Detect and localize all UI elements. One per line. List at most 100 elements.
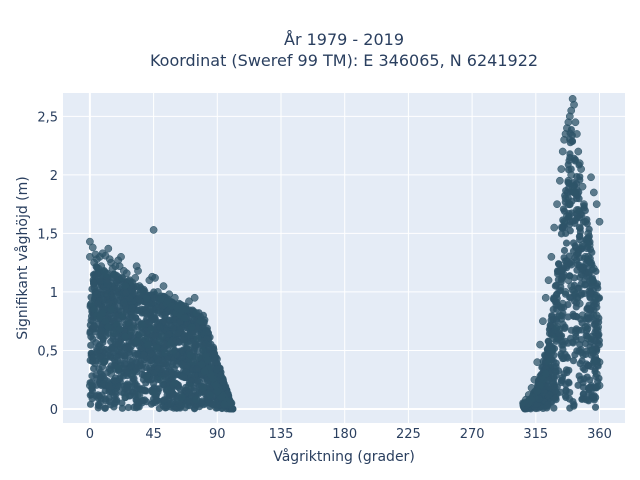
cloud-point xyxy=(585,384,593,392)
data-point xyxy=(584,229,593,238)
cloud-point xyxy=(113,341,122,349)
cloud-point xyxy=(161,311,169,320)
data-point xyxy=(149,226,158,234)
cloud-point xyxy=(108,347,116,355)
cloud-point xyxy=(569,357,578,365)
data-point xyxy=(190,293,199,302)
data-point xyxy=(574,206,583,214)
data-point xyxy=(213,387,222,396)
cloud-point xyxy=(159,318,167,326)
data-point xyxy=(575,223,584,232)
data-point xyxy=(220,400,229,409)
cloud-point xyxy=(202,328,210,337)
cloud-point xyxy=(103,278,111,286)
data-point xyxy=(594,323,602,331)
data-point xyxy=(203,355,212,364)
cloud-point xyxy=(93,290,101,298)
cloud-point xyxy=(559,354,567,363)
cloud-point xyxy=(199,323,207,331)
x-tick-label: 135 xyxy=(269,427,294,442)
cloud-point xyxy=(570,402,578,410)
cloud-point xyxy=(162,370,170,378)
cloud-point xyxy=(216,364,224,372)
cloud-point xyxy=(93,381,101,389)
cloud-point xyxy=(175,400,183,408)
data-point xyxy=(138,320,147,329)
cloud-point xyxy=(140,351,148,359)
data-point xyxy=(557,165,566,173)
cloud-point xyxy=(562,239,571,247)
data-point xyxy=(564,276,573,285)
data-point xyxy=(563,212,571,220)
data-point xyxy=(142,293,151,302)
data-point xyxy=(121,332,130,341)
data-point xyxy=(135,330,144,338)
cloud-point xyxy=(582,396,590,404)
cloud-point xyxy=(90,322,98,330)
cloud-point xyxy=(89,335,97,343)
data-point xyxy=(153,288,162,296)
y-tick-label: 1 xyxy=(50,286,58,301)
cloud-point xyxy=(557,230,566,238)
cloud-point xyxy=(539,404,547,413)
cloud-point xyxy=(134,295,142,303)
cloud-point xyxy=(96,353,104,361)
y-tick-label: 0,5 xyxy=(37,344,58,359)
cloud-point xyxy=(146,305,154,313)
tick-labels: 0 45 90 135 180 225 270 315 360 0 0,5 1 1,5 2 2,5 xyxy=(37,110,612,442)
cloud-point xyxy=(154,356,162,364)
data-point xyxy=(592,311,601,320)
cloud-point xyxy=(191,404,199,412)
data-point xyxy=(196,317,205,326)
cloud-point xyxy=(124,386,133,394)
cloud-point xyxy=(202,340,210,348)
cloud-point xyxy=(90,279,98,287)
data-points xyxy=(86,95,604,413)
data-point xyxy=(98,309,107,317)
data-point xyxy=(580,200,588,209)
y-axis-title: Signifikant våghöjd (m) xyxy=(14,176,31,339)
cloud-point xyxy=(549,305,557,314)
cloud-point xyxy=(118,399,126,407)
cloud-point xyxy=(128,304,136,312)
cloud-point xyxy=(180,373,188,382)
data-point xyxy=(574,147,583,156)
data-point xyxy=(581,252,590,261)
data-point xyxy=(139,285,148,294)
cloud-point xyxy=(112,291,121,299)
cloud-point xyxy=(550,404,558,412)
data-point xyxy=(121,282,130,290)
cloud-point xyxy=(180,335,188,344)
data-point xyxy=(573,130,581,138)
data-point xyxy=(183,341,192,350)
cloud-point xyxy=(115,303,123,311)
cloud-point xyxy=(122,289,130,297)
y-tick-label: 1,5 xyxy=(37,227,58,242)
x-tick-label: 45 xyxy=(145,427,162,442)
cloud-point xyxy=(548,313,556,321)
data-point xyxy=(117,252,125,261)
x-tick-label: 0 xyxy=(86,427,94,442)
cloud-point xyxy=(188,330,196,338)
data-point xyxy=(590,358,598,366)
data-point xyxy=(578,182,587,191)
x-tick-label: 90 xyxy=(209,427,226,442)
data-point xyxy=(166,339,175,348)
data-point xyxy=(104,323,113,331)
data-point xyxy=(547,346,556,355)
data-point xyxy=(590,264,598,273)
cloud-point xyxy=(160,396,169,404)
data-point xyxy=(128,370,137,378)
cloud-point xyxy=(554,276,562,284)
data-point xyxy=(581,217,590,226)
data-point xyxy=(192,309,200,317)
data-point xyxy=(178,393,186,402)
cloud-point xyxy=(592,300,600,308)
data-point xyxy=(561,288,570,296)
cloud-point xyxy=(118,404,126,412)
data-point xyxy=(107,305,115,314)
cloud-point xyxy=(591,403,600,411)
cloud-point xyxy=(105,299,113,307)
cloud-point xyxy=(154,309,163,317)
cloud-point xyxy=(167,371,176,380)
